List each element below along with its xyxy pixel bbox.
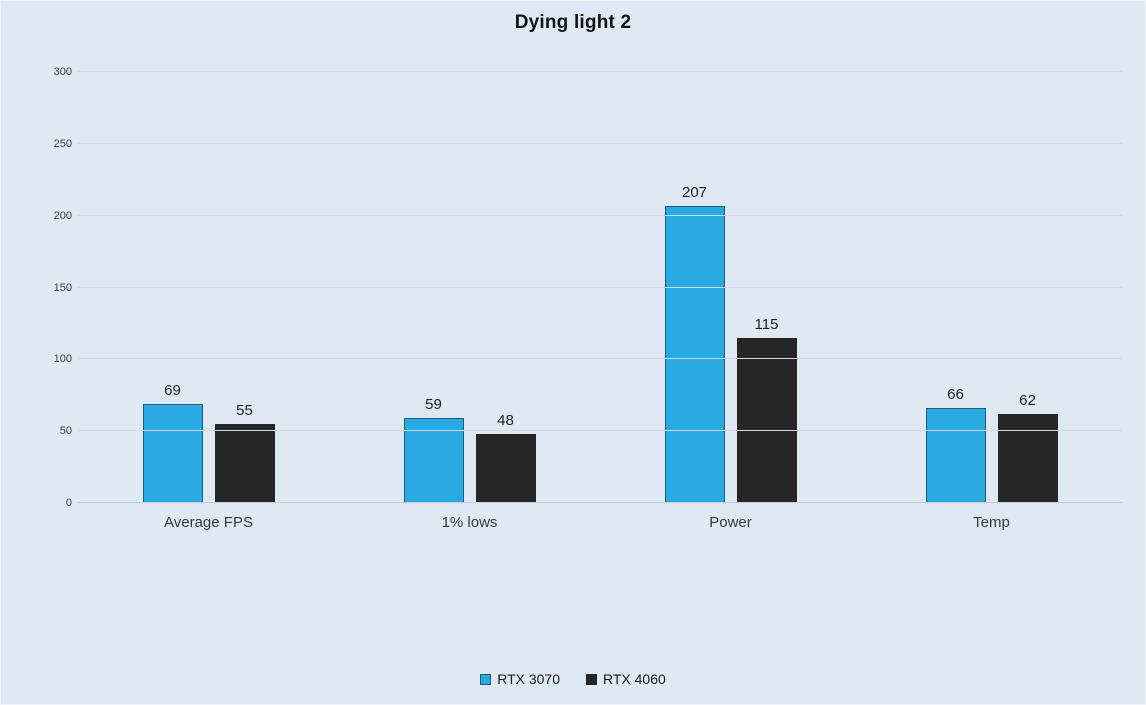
- category-group-average-fps: 69 55 Average FPS: [142, 381, 275, 531]
- y-axis-tick-label: 150: [53, 281, 72, 294]
- category-group-1-lows: 59 48 1% lows: [403, 396, 536, 531]
- y-axis-tick-label: 100: [53, 353, 72, 366]
- data-label: 62: [1019, 391, 1036, 409]
- bar-column: 55: [214, 401, 275, 503]
- legend-label: RTX 3070: [497, 671, 560, 687]
- legend-swatch-icon: [480, 673, 492, 685]
- data-label: 59: [425, 396, 442, 414]
- y-axis-tick-label: 250: [53, 137, 72, 150]
- data-label: 48: [497, 412, 514, 430]
- gridline: [78, 358, 1122, 360]
- y-axis-tick-label: 300: [53, 66, 72, 78]
- legend-item-rtx-4060: RTX 4060: [586, 671, 666, 687]
- bar-rtx-4060: [214, 423, 275, 503]
- bar-column: 59: [403, 396, 464, 503]
- bar-rtx-3070: [664, 205, 725, 503]
- legend: RTX 3070 RTX 4060: [0, 671, 1146, 687]
- gridline: [78, 71, 1122, 72]
- bar-column: 62: [997, 391, 1058, 503]
- category-label: Average FPS: [164, 514, 253, 531]
- bar-column: 115: [736, 315, 797, 503]
- y-axis-tick-label: 50: [59, 425, 72, 438]
- bar-rtx-3070: [925, 408, 986, 503]
- gridline: [78, 142, 1122, 144]
- data-label: 69: [164, 381, 181, 399]
- bar-groups: 69 55 Average FPS 59 48 1% lows 207 115 Power 66 6…: [78, 72, 1122, 531]
- bar-rtx-4060: [475, 434, 536, 503]
- bar-rtx-4060: [997, 413, 1058, 503]
- bar-column: 66: [925, 386, 986, 503]
- data-label: 66: [947, 386, 964, 404]
- bar-column: 207: [664, 183, 725, 503]
- legend-swatch-icon: [586, 673, 597, 685]
- data-label: 55: [236, 401, 253, 419]
- legend-label: RTX 4060: [603, 671, 666, 687]
- bar-rtx-4060: [736, 337, 797, 503]
- y-axis-tick-label: 0: [65, 497, 72, 509]
- bar-rtx-3070: [142, 403, 203, 503]
- category-group-power: 207 115 Power: [664, 183, 797, 531]
- gridline: [78, 214, 1122, 216]
- bar-column: 69: [142, 381, 203, 503]
- chart-title: Dying light 2: [514, 12, 632, 33]
- x-axis-line: [78, 502, 1122, 503]
- bar-rtx-3070: [403, 418, 464, 503]
- y-axis-tick-label: 200: [53, 209, 72, 222]
- data-label: 115: [754, 315, 779, 333]
- category-group-temp: 66 62 Temp: [925, 386, 1058, 531]
- category-label: Temp: [973, 514, 1010, 531]
- legend-item-rtx-3070: RTX 3070: [480, 671, 560, 687]
- gridline: [78, 430, 1122, 432]
- bar-column: 48: [475, 412, 536, 503]
- category-label: 1% lows: [441, 514, 498, 531]
- gridline: [78, 286, 1122, 288]
- data-label: 207: [681, 183, 708, 201]
- plot-area: 69 55 Average FPS 59 48 1% lows 207 115 Power 66 6…: [54, 66, 1122, 531]
- category-label: Power: [709, 514, 752, 531]
